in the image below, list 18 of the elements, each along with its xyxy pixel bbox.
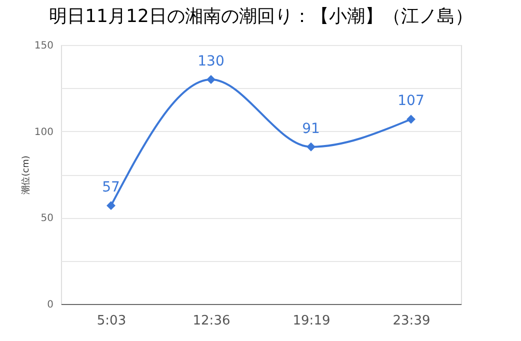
point — [106, 201, 116, 210]
y-tick-label: 50 — [40, 213, 54, 224]
y-tick-label: 100 — [34, 126, 54, 138]
x-tick-label: 5:03 — [96, 314, 126, 328]
x-tick-label: 23:39 — [392, 314, 430, 328]
x-tick-label: 19:19 — [292, 314, 330, 328]
data-label: 130 — [198, 54, 224, 70]
y-tick-label: 0 — [47, 300, 54, 310]
point — [406, 114, 416, 124]
y-tick-label: 150 — [34, 40, 54, 52]
y-axis-title: 潮位(cm) — [20, 156, 32, 194]
data-label: 57 — [102, 180, 120, 196]
x-tick-label: 12:36 — [192, 314, 230, 328]
point — [206, 75, 216, 84]
chart-title: 明日11月12日の湘南の潮回り：【小潮】（江ノ島） — [49, 6, 473, 27]
data-label: 107 — [398, 93, 424, 110]
data-label: 91 — [302, 120, 320, 137]
point — [306, 142, 316, 152]
